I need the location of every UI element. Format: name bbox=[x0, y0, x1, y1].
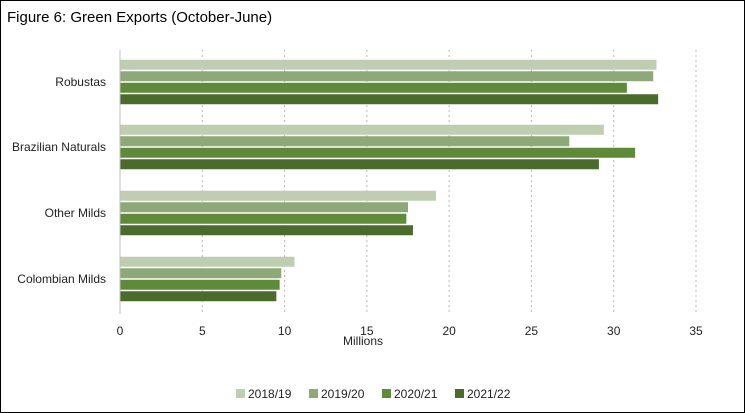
bar bbox=[120, 190, 436, 201]
x-tick-label: 15 bbox=[360, 324, 374, 338]
bar bbox=[120, 82, 627, 93]
bar bbox=[120, 256, 295, 267]
x-tick-label: 20 bbox=[442, 324, 456, 338]
legend-swatch bbox=[309, 389, 318, 398]
bar bbox=[120, 71, 654, 82]
legend-swatch bbox=[455, 389, 464, 398]
chart-title: Figure 6: Green Exports (October-June) bbox=[7, 9, 273, 26]
bar bbox=[120, 159, 599, 170]
bar bbox=[120, 59, 657, 70]
x-tick-label: 35 bbox=[689, 324, 703, 338]
x-tick-label: 0 bbox=[117, 324, 124, 338]
x-tick-label: 5 bbox=[199, 324, 206, 338]
category-label: Other Milds bbox=[45, 206, 106, 220]
bar bbox=[120, 213, 407, 224]
x-tick-label: 25 bbox=[525, 324, 539, 338]
bar bbox=[120, 279, 280, 290]
legend-label: 2018/19 bbox=[248, 387, 292, 401]
category-label: Robustas bbox=[55, 75, 106, 89]
legend-swatch bbox=[382, 389, 391, 398]
legend-label: 2021/22 bbox=[467, 387, 511, 401]
bar bbox=[120, 124, 604, 135]
bar bbox=[120, 225, 413, 236]
bar bbox=[120, 136, 570, 147]
legend-label: 2020/21 bbox=[394, 387, 438, 401]
bar bbox=[120, 147, 636, 158]
bar bbox=[120, 268, 282, 279]
legend-swatch bbox=[236, 389, 245, 398]
x-tick-label: 30 bbox=[607, 324, 621, 338]
category-label: Brazilian Naturals bbox=[12, 140, 106, 154]
x-axis-title: Millions bbox=[343, 334, 383, 348]
legend-label: 2019/20 bbox=[321, 387, 365, 401]
category-label: Colombian Milds bbox=[17, 272, 106, 286]
bar bbox=[120, 94, 659, 105]
bar bbox=[120, 202, 408, 213]
bar bbox=[120, 291, 277, 302]
x-tick-label: 10 bbox=[278, 324, 292, 338]
